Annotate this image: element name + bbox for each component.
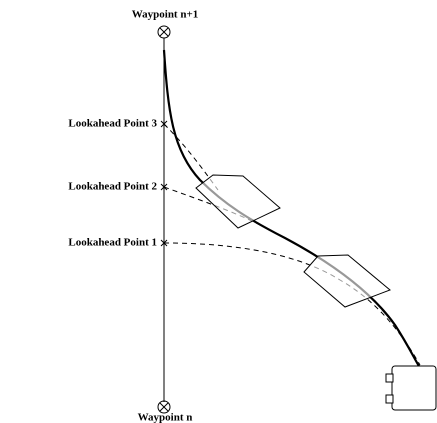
lookahead-label: Lookahead Point 3 (68, 118, 157, 130)
waypoint-marker (158, 26, 170, 38)
vehicle (386, 366, 436, 410)
diagram: Waypoint n+1 Waypoint n Lookahead Point … (0, 0, 437, 423)
trajectory (164, 50, 420, 368)
guidance-curves (164, 124, 420, 365)
lookahead-label: Lookahead Point 1 (68, 237, 157, 249)
waypoint-label: Waypoint n (138, 412, 193, 423)
vessel (196, 175, 280, 228)
waypoint-label: Waypoint n+1 (132, 9, 198, 21)
page: {"waypoints": {"top": "Waypoint n+1", "b… (0, 0, 437, 423)
vessel (304, 255, 390, 307)
lookahead-label: Lookahead Point 2 (68, 181, 157, 193)
